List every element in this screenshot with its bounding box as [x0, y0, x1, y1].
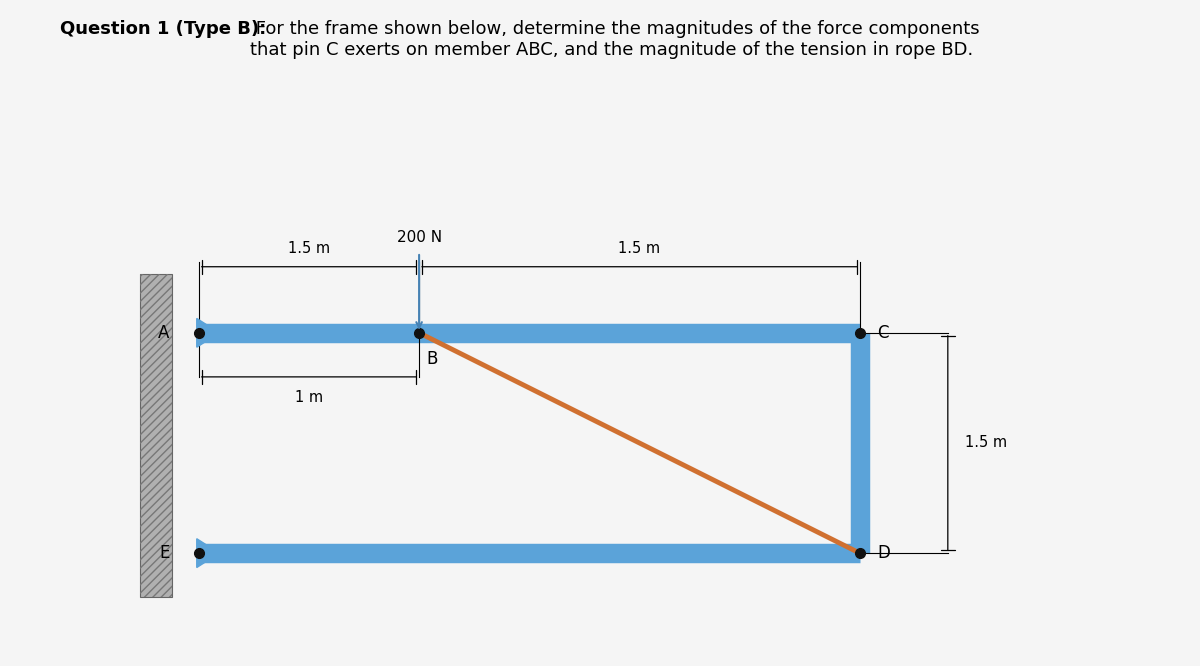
Bar — [140, 274, 173, 597]
Text: 1.5 m: 1.5 m — [288, 242, 330, 256]
Text: A: A — [158, 324, 169, 342]
Polygon shape — [197, 318, 220, 347]
Text: E: E — [160, 544, 169, 562]
Bar — [140, 274, 173, 597]
Text: 1.5 m: 1.5 m — [966, 436, 1008, 450]
Text: 1.5 m: 1.5 m — [618, 242, 660, 256]
Text: C: C — [877, 324, 889, 342]
Text: Question 1 (Type B):: Question 1 (Type B): — [60, 20, 266, 38]
Text: 1 m: 1 m — [295, 390, 323, 405]
Text: D: D — [877, 544, 890, 562]
Text: 200 N: 200 N — [396, 230, 442, 244]
Text: B: B — [426, 350, 438, 368]
Polygon shape — [197, 539, 220, 567]
Text: For the frame shown below, determine the magnitudes of the force components
that: For the frame shown below, determine the… — [250, 20, 979, 59]
